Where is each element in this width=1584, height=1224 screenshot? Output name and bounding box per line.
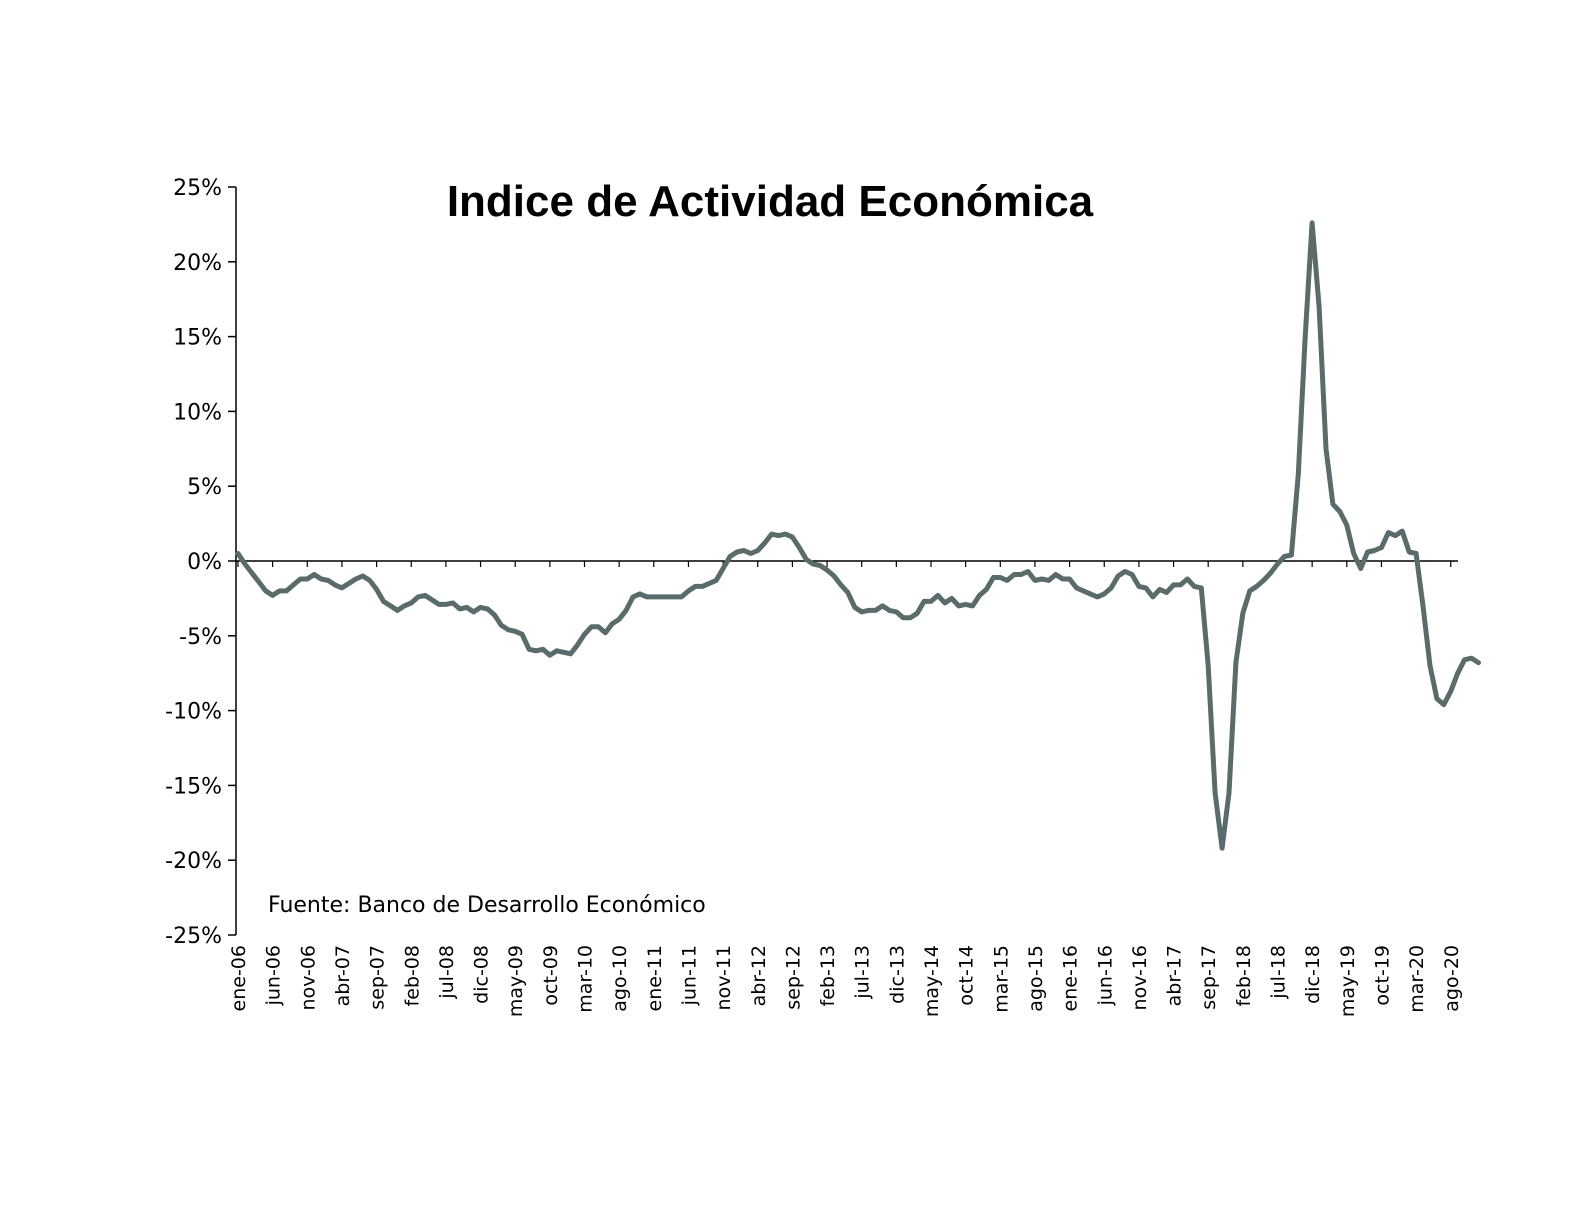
x-tick-label: ene-11 — [644, 945, 666, 1011]
x-tick-label: ago-10 — [609, 945, 631, 1012]
x-tick-label: sep-12 — [782, 945, 804, 1010]
x-tick-label: ago-15 — [1025, 945, 1047, 1012]
y-tick-label: -5% — [179, 625, 222, 650]
x-tick-label: jul-08 — [436, 945, 458, 1000]
x-tick-label: nov-06 — [297, 945, 319, 1010]
x-tick-label: nov-11 — [713, 945, 735, 1010]
y-tick-label: 0% — [187, 550, 222, 575]
x-tick-label: feb-13 — [817, 945, 839, 1006]
x-tick-label: abr-07 — [332, 945, 354, 1006]
x-tick-label: sep-17 — [1198, 945, 1220, 1010]
series-line — [235, 220, 1481, 851]
x-tick-label: jul-13 — [852, 945, 874, 1000]
x-tick-label: jun-06 — [263, 945, 285, 1006]
x-tick-label: oct-14 — [956, 945, 978, 1006]
x-axis: ene-06 jun-06 nov-06 abr-07 sep-07 feb-08 jul-… — [228, 560, 1463, 1017]
x-tick-label: mar-15 — [990, 945, 1012, 1013]
x-tick-label: feb-08 — [401, 945, 423, 1006]
y-axis: 25% 20% 15% 10% 5% 0% -5% -10% -15% -20% -25% — [165, 176, 237, 949]
chart-title: Indice de Actividad Económica — [447, 177, 1094, 226]
y-tick-label: -20% — [165, 849, 222, 874]
x-tick-label: jul-18 — [1268, 945, 1290, 1000]
x-tick-label: dic-13 — [886, 945, 908, 1004]
x-tick-label: may-09 — [505, 945, 527, 1017]
y-tick-label: -15% — [165, 774, 222, 799]
x-tick-label: ago-20 — [1441, 945, 1463, 1012]
x-tick-label: may-14 — [921, 945, 943, 1017]
x-tick-label: sep-07 — [367, 945, 389, 1010]
y-tick-label: -25% — [165, 924, 222, 949]
x-tick-label: abr-17 — [1164, 945, 1186, 1006]
x-tick-label: nov-16 — [1129, 945, 1151, 1010]
x-tick-label: mar-20 — [1406, 945, 1428, 1013]
x-tick-label: may-19 — [1337, 945, 1359, 1017]
x-tick-label: feb-18 — [1233, 945, 1255, 1006]
source-note: Fuente: Banco de Desarrollo Económico — [268, 893, 706, 918]
y-tick-label: 15% — [173, 326, 222, 351]
y-tick-label: 5% — [187, 475, 222, 500]
y-tick-label: 10% — [173, 400, 222, 425]
x-tick-label: oct-09 — [540, 945, 562, 1006]
x-tick-label: mar-10 — [575, 945, 597, 1013]
x-tick-label: ene-16 — [1060, 945, 1082, 1011]
x-tick-label: oct-19 — [1371, 945, 1393, 1006]
x-tick-label: dic-18 — [1302, 945, 1324, 1004]
x-tick-label: ene-06 — [228, 945, 250, 1011]
x-tick-label: jun-11 — [678, 945, 700, 1006]
x-tick-label: jun-16 — [1094, 945, 1116, 1006]
x-tick-label: dic-08 — [471, 945, 493, 1004]
series-layer — [235, 220, 1481, 851]
y-tick-label: 25% — [173, 176, 222, 201]
y-tick-label: 20% — [173, 251, 222, 276]
y-tick-label: -10% — [165, 700, 222, 725]
x-tick-label: abr-12 — [748, 945, 770, 1006]
